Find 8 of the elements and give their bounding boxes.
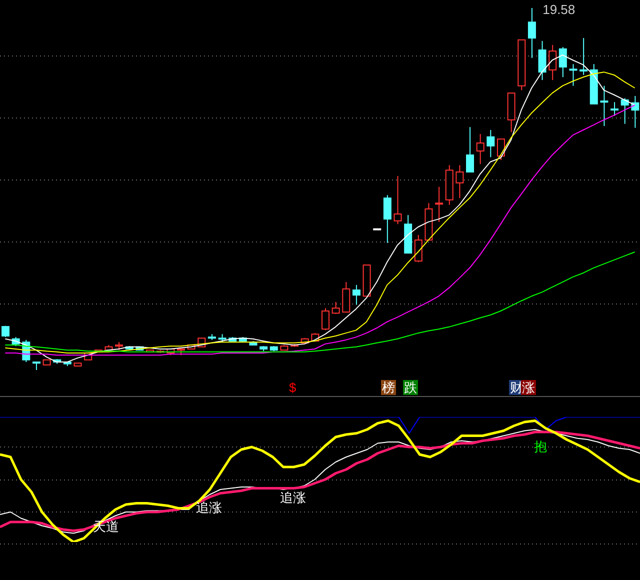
text: 跌 — [403, 380, 418, 395]
annotation: 抱 — [533, 439, 548, 454]
annotation: 追涨 — [195, 500, 223, 515]
text: $ — [288, 380, 298, 395]
annotation: 19.58 — [542, 2, 576, 17]
annotation: 追涨 — [279, 490, 307, 505]
text: 涨 — [521, 380, 536, 395]
text: 榜 — [381, 380, 396, 395]
